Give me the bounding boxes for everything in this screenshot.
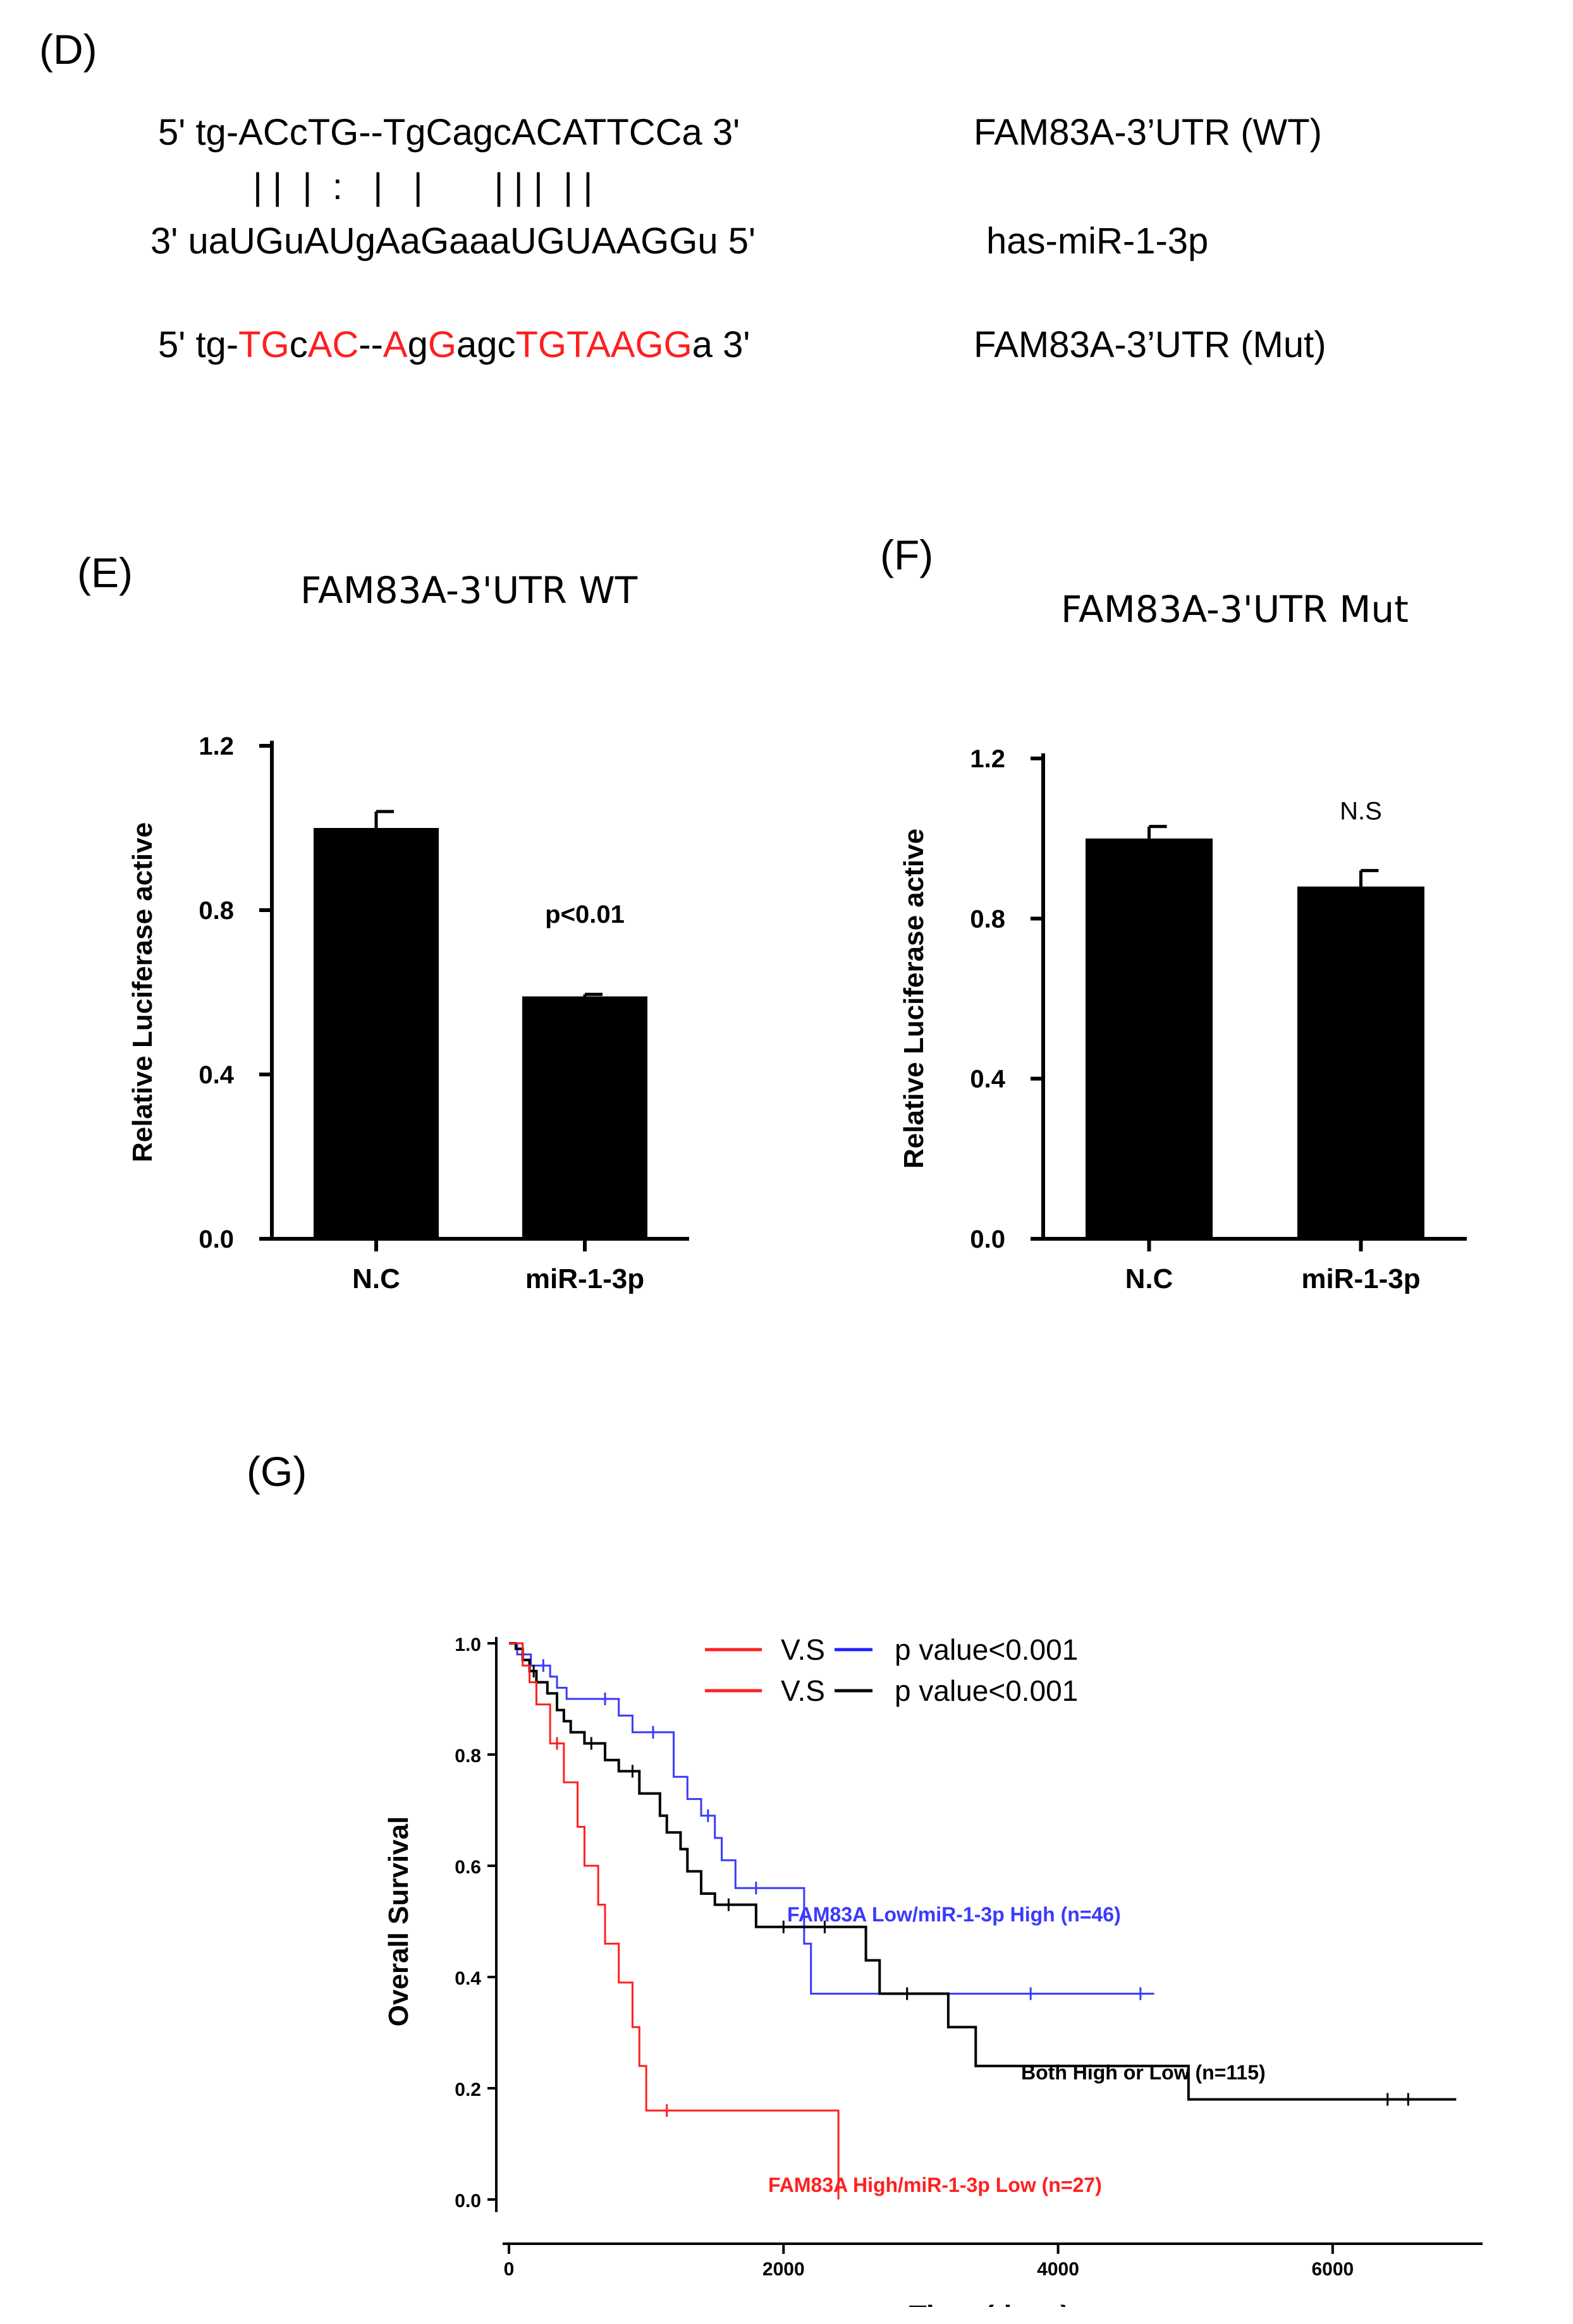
- y-axis-label: Relative Luciferase active: [898, 829, 929, 1169]
- y-axis-label: Relative Luciferase active: [127, 822, 158, 1162]
- mut-seq-segment: 5' tg-: [158, 324, 239, 365]
- x-axis-label: Time (days): [909, 2299, 1070, 2307]
- base-pairing-lines: | | | : | | | | | | |: [253, 166, 593, 207]
- significance-annotation: p<0.01: [545, 901, 625, 928]
- legend-text: V.S: [781, 1674, 825, 1707]
- bar: [1297, 886, 1424, 1239]
- series-label: Both High or Low (n=115): [1021, 2061, 1266, 2084]
- survival-curve: [509, 1642, 1457, 2101]
- mirna-label: has-miR-1-3p: [986, 221, 1209, 262]
- mut-seq-segment: agc: [456, 324, 516, 365]
- bar: [1086, 838, 1213, 1239]
- y-tick-label: 0.4: [199, 1061, 234, 1089]
- mut-seq-segment: AC: [307, 324, 359, 365]
- bar: [522, 996, 647, 1239]
- chart-g: 0.0 0.2 0.4 0.6 0.8 1.0 0 2000 4000 6000 Overall S…: [383, 1633, 1483, 2307]
- chart-e: 0.0 0.4 0.8 1.2 Relative Luciferase active N.…: [127, 733, 689, 1294]
- bar: [314, 828, 439, 1239]
- mut-seq-segment: TG: [238, 324, 290, 365]
- y-tick-label: 0.0: [970, 1226, 1005, 1253]
- y-tick-label: 1.0: [455, 1634, 481, 1655]
- mut-seq-segment: A: [383, 324, 408, 365]
- series-label: FAM83A Low/miR-1-3p High (n=46): [787, 1903, 1121, 1926]
- panel-label-e: (E): [77, 549, 133, 596]
- x-tick-label: 0: [504, 2259, 515, 2280]
- x-tick-label: 4000: [1037, 2259, 1079, 2280]
- legend-text: p value<0.001: [895, 1674, 1078, 1707]
- significance-annotation: N.S: [1340, 797, 1382, 825]
- y-tick-label: 0.0: [199, 1226, 234, 1253]
- mut-seq-segment: a 3': [692, 324, 750, 365]
- survival-curve: [509, 1642, 840, 2199]
- mut-sequence: 5' tg-TGcAC--AgGagcTGTAAGGa 3': [158, 324, 750, 366]
- x-tick-label: 2000: [762, 2259, 805, 2280]
- x-tick-label: 6000: [1311, 2259, 1354, 2280]
- y-tick-label: 0.6: [455, 1857, 481, 1878]
- y-tick-label: 0.8: [970, 905, 1005, 933]
- chart-e-title: FAM83A-3'UTR WT: [300, 569, 638, 612]
- y-axis-label: Overall Survival: [383, 1816, 414, 2027]
- series-label: FAM83A High/miR-1-3p Low (n=27): [768, 2174, 1102, 2196]
- y-tick-label: 0.8: [199, 897, 234, 925]
- chart-f: 0.0 0.4 0.8 1.2 Relative Luciferase active N.…: [898, 745, 1467, 1294]
- mut-seq-segment: --: [358, 324, 383, 365]
- y-tick-label: 0.4: [970, 1066, 1005, 1093]
- mut-seq-segment: g: [407, 324, 428, 365]
- x-tick-label: N.C: [352, 1263, 400, 1294]
- y-tick-label: 0.4: [455, 1968, 481, 1989]
- survival-curve: [509, 1642, 1154, 1995]
- x-tick-label: N.C: [1125, 1263, 1173, 1294]
- chart-f-title: FAM83A-3'UTR Mut: [1061, 588, 1409, 631]
- panel-label-f: (F): [880, 532, 934, 578]
- wt-label: FAM83A-3’UTR (WT): [974, 112, 1322, 153]
- panel-label-d: (D): [39, 26, 97, 73]
- mut-seq-segment: TGTAAGG: [515, 324, 692, 365]
- y-tick-label: 1.2: [970, 745, 1005, 773]
- y-tick-label: 1.2: [199, 733, 234, 760]
- mirna-sequence: 3' uaUGuAUgAaGaaaUGUAAGGu 5': [150, 221, 756, 262]
- x-tick-label: miR-1-3p: [525, 1263, 644, 1294]
- legend-text: p value<0.001: [895, 1633, 1078, 1666]
- panel-label-g: (G): [247, 1448, 307, 1495]
- mut-seq-segment: c: [289, 324, 308, 365]
- y-tick-label: 0.0: [455, 2191, 481, 2211]
- mut-seq-segment: G: [427, 324, 456, 365]
- wt-sequence: 5' tg-ACcTG--TgCagcACATTCCa 3': [158, 112, 740, 153]
- y-tick-label: 0.2: [455, 2079, 481, 2100]
- legend-text: V.S: [781, 1633, 825, 1666]
- x-tick-label: miR-1-3p: [1301, 1263, 1420, 1294]
- y-tick-label: 0.8: [455, 1746, 481, 1767]
- mut-label: FAM83A-3’UTR (Mut): [974, 324, 1326, 365]
